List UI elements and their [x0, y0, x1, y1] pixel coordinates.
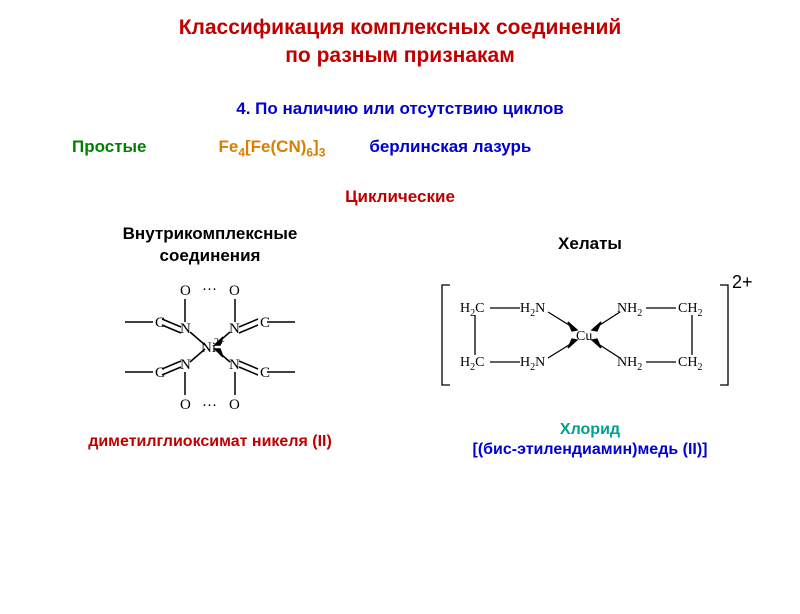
left-heading-l1: Внутрикомплексные: [123, 224, 298, 243]
formula-p2: [Fe(CN): [245, 137, 306, 156]
formula-s3: 3: [319, 145, 326, 159]
simple-row: Простые Fe4[Fe(CN)6]3 берлинская лазурь: [0, 137, 800, 159]
right-caption2: [(бис-этилендиамин)медь (II)]: [400, 441, 780, 459]
title-line1: Классификация комплексных соединений: [179, 16, 622, 39]
atom-n: N: [180, 357, 191, 373]
group-ch2: CH2: [678, 301, 702, 319]
atom-c: C: [155, 315, 165, 331]
group-ch2: CH2: [678, 355, 702, 373]
right-column: Хелаты: [400, 223, 780, 459]
atom-o: O: [180, 397, 191, 413]
left-caption: диметилглиоксимат никеля (II): [20, 433, 400, 451]
atom-n: N: [229, 357, 240, 373]
atom-o: O: [180, 283, 191, 299]
formula-p1: Fe: [219, 137, 239, 156]
left-diagram: C C C C N N N N O O O O ··· ··· Ni 2+: [20, 267, 400, 427]
atom-n: N: [180, 321, 191, 337]
group-h2c: H2C: [460, 301, 484, 319]
formula-s1: 4: [238, 145, 245, 159]
simple-formula: Fe4[Fe(CN)6]3: [219, 137, 326, 159]
two-columns: Внутрикомплексные соединения: [0, 223, 800, 459]
group-h2n: H2N: [520, 355, 545, 373]
atom-o: O: [229, 283, 240, 299]
atom-c: C: [260, 365, 270, 381]
cyclic-heading: Циклические: [0, 187, 800, 207]
atom-n: N: [229, 321, 240, 337]
nickel-complex-svg: C C C C N N N N O O O O ··· ··· Ni 2+: [95, 267, 325, 427]
simple-name: берлинская лазурь: [369, 137, 531, 159]
page-title: Классификация комплексных соединений по …: [0, 14, 800, 71]
atom-c: C: [155, 365, 165, 381]
complex-charge: 2+: [732, 272, 753, 292]
right-caption1: Хлорид: [400, 421, 780, 439]
group-h2n: H2N: [520, 301, 545, 319]
copper-complex-svg: H2C H2C H2N H2N NH2 NH2 CH2 CH2 Cu 2+: [420, 260, 760, 410]
left-column: Внутрикомплексные соединения: [20, 223, 400, 459]
metal-cu: Cu: [576, 329, 592, 344]
subtitle: 4. По наличию или отсутствию циклов: [0, 99, 800, 119]
group-nh2: NH2: [617, 355, 642, 373]
left-heading-l2: соединения: [160, 246, 261, 265]
group-h2c: H2C: [460, 355, 484, 373]
dots: ···: [202, 398, 217, 414]
dots: ···: [202, 282, 217, 298]
title-line2: по разным признакам: [285, 44, 514, 67]
atom-c: C: [260, 315, 270, 331]
right-heading: Хелаты: [400, 233, 780, 255]
right-diagram: H2C H2C H2N H2N NH2 NH2 CH2 CH2 Cu 2+: [400, 255, 780, 415]
left-heading: Внутрикомплексные соединения: [20, 223, 400, 267]
group-nh2: NH2: [617, 301, 642, 319]
metal-charge: 2+: [214, 337, 225, 348]
atom-o: O: [229, 397, 240, 413]
simple-label: Простые: [72, 137, 147, 159]
